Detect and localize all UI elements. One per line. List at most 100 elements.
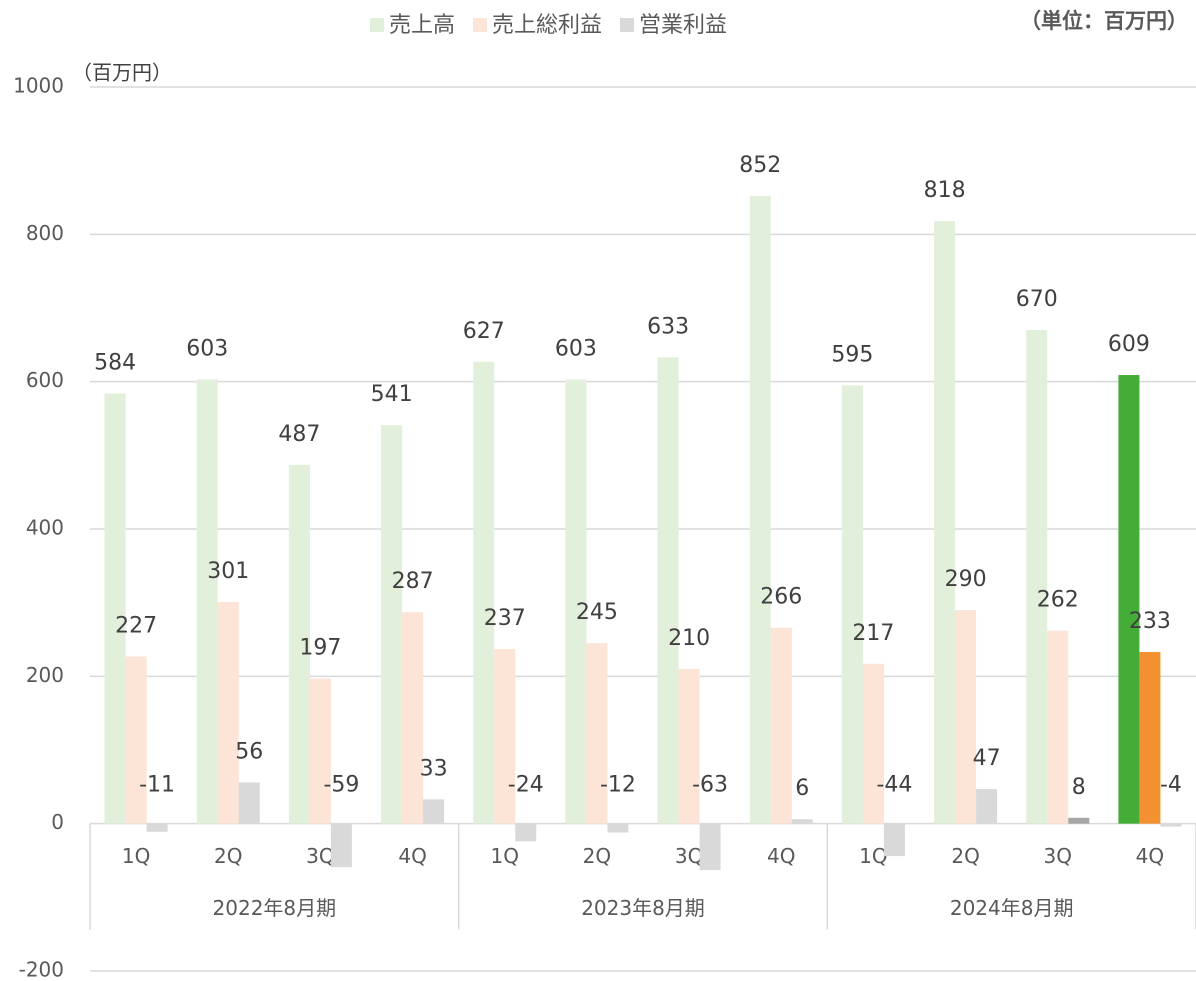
bar: [196, 379, 218, 824]
x-tick-label: 1Q: [859, 844, 887, 868]
x-tick-label: 3Q: [675, 844, 703, 868]
data-label: 33: [420, 756, 448, 781]
bar: [1026, 330, 1048, 824]
bar: [883, 823, 905, 857]
data-label: 47: [973, 746, 1001, 771]
bar: [749, 196, 771, 824]
bar: [423, 799, 445, 824]
data-label: 237: [484, 606, 526, 631]
data-label: 670: [1016, 287, 1058, 312]
bar: [699, 823, 721, 871]
data-label: 287: [392, 569, 434, 594]
bar: [934, 221, 956, 824]
bar: [955, 610, 977, 824]
bar: [976, 789, 998, 824]
bar: [586, 643, 608, 824]
data-label: 197: [299, 636, 341, 661]
data-label: 245: [576, 600, 618, 625]
data-label: 603: [555, 336, 597, 361]
data-label: 584: [94, 350, 136, 375]
group-label: 2022年8月期: [213, 896, 337, 920]
data-label: 633: [647, 314, 689, 339]
x-tick-label: 2Q: [951, 844, 979, 868]
bar: [402, 612, 424, 824]
data-label: 8: [1072, 775, 1086, 800]
bar: [791, 819, 813, 824]
bar: [1047, 630, 1069, 824]
x-tick-label: 4Q: [398, 844, 426, 868]
legend-swatch: [370, 18, 384, 32]
unit-note: （単位：百万円）: [1020, 9, 1188, 33]
data-label: -4: [1160, 773, 1182, 798]
bar: [238, 782, 260, 824]
bar: [678, 668, 700, 824]
bar: [146, 823, 168, 832]
data-label: 609: [1108, 332, 1150, 357]
y-tick-label: 1000: [13, 74, 64, 98]
data-label: 603: [186, 336, 228, 361]
data-label: 818: [924, 178, 966, 203]
data-label: -59: [323, 773, 359, 798]
y-tick-label: 400: [26, 516, 64, 540]
data-label: 6: [795, 776, 809, 801]
legend-label: 売上高: [389, 13, 455, 38]
x-tick-label: 4Q: [767, 844, 795, 868]
bar: [381, 425, 403, 824]
data-label: -44: [876, 773, 912, 798]
group-label: 2024年8月期: [950, 896, 1074, 920]
x-tick-label: 1Q: [122, 844, 150, 868]
bar: [565, 379, 587, 824]
bar: [494, 649, 516, 824]
data-label: 487: [278, 422, 320, 447]
bar: [515, 823, 537, 842]
bar: [1068, 817, 1090, 824]
legend-label: 売上総利益: [492, 13, 602, 38]
bar: [657, 357, 679, 824]
y-tick-label: 600: [26, 368, 64, 392]
x-tick-label: 2Q: [583, 844, 611, 868]
bar: [841, 385, 863, 824]
bar: [607, 823, 629, 833]
bar: [330, 823, 352, 868]
y-axis-label: （百万円）: [72, 61, 172, 85]
bar: [288, 464, 310, 824]
data-label: 210: [668, 626, 710, 651]
data-label: 852: [739, 153, 781, 178]
bar: [1160, 823, 1182, 827]
data-label: -63: [692, 773, 728, 798]
data-label: -12: [600, 773, 636, 798]
bar: [473, 361, 495, 824]
x-tick-label: 3Q: [1044, 844, 1072, 868]
legend-label: 営業利益: [639, 13, 727, 38]
data-label: 233: [1129, 609, 1171, 634]
data-label: 56: [235, 739, 263, 764]
y-tick-label: 800: [26, 221, 64, 245]
data-label: 301: [207, 559, 249, 584]
bar: [217, 601, 239, 824]
data-label: -24: [508, 773, 544, 798]
x-tick-label: 3Q: [306, 844, 334, 868]
x-tick-label: 4Q: [1136, 844, 1164, 868]
data-label: -11: [139, 773, 175, 798]
legend-swatch: [473, 18, 488, 32]
data-label: 541: [371, 382, 413, 407]
y-tick-label: 200: [26, 663, 64, 687]
data-label: 266: [760, 585, 802, 610]
data-label: 595: [831, 342, 873, 367]
bar: [770, 627, 792, 824]
data-label: 227: [115, 613, 157, 638]
bar: [862, 663, 884, 824]
bar: [125, 656, 147, 824]
data-label: 290: [945, 567, 987, 592]
bar: [1118, 375, 1140, 824]
x-tick-label: 1Q: [491, 844, 519, 868]
data-label: 217: [852, 621, 894, 646]
legend-swatch: [620, 18, 635, 32]
bar: [104, 393, 126, 824]
data-label: 262: [1037, 588, 1079, 613]
bar: [1139, 652, 1161, 824]
group-label: 2023年8月期: [581, 896, 705, 920]
data-label: 627: [463, 319, 505, 344]
x-tick-label: 2Q: [214, 844, 242, 868]
